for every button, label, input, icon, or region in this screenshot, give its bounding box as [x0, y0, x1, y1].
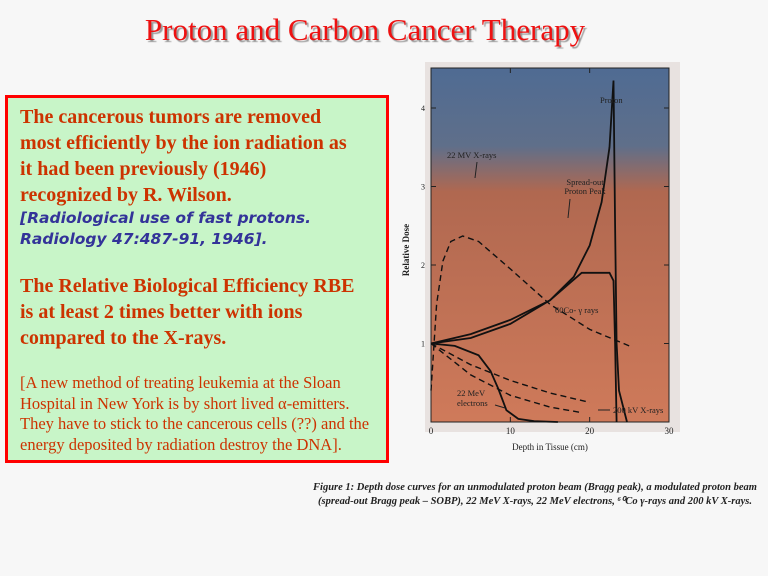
curve-label: Proton — [600, 95, 623, 105]
paragraph-leukemia: [A new method of treating leukemia at th… — [20, 373, 369, 455]
curve-22-mv-x-rays — [430, 235, 630, 391]
reference-citation: [Radiological use of fast protons. Radio… — [20, 208, 311, 250]
x-tick-label: 10 — [506, 426, 515, 436]
pointer-line — [494, 404, 506, 409]
curve-proton — [430, 80, 628, 423]
curve-label: 200 kV X-rays — [613, 405, 663, 415]
plot-area — [430, 67, 670, 423]
x-tick-label: 20 — [585, 426, 595, 436]
y-tick-label: 3 — [421, 183, 425, 192]
text-line: it had been previously (1946) — [20, 158, 267, 180]
depth-dose-chart: 0 10 20 30 1 2 3 4 Proton 22 MV X-rays Spread-out… — [401, 62, 680, 452]
pointer-line — [567, 198, 571, 219]
text-line: is at least 2 times better with ions — [20, 301, 303, 323]
x-tick-label: 30 — [665, 426, 675, 436]
x-tick-label: 0 — [429, 426, 434, 436]
text-line: Hospital in New York is by short lived α… — [20, 393, 350, 413]
curve-label: 60Co- γ rays — [555, 305, 598, 315]
y-tick-label: 4 — [421, 104, 425, 113]
text-line: The cancerous tumors are removed — [20, 106, 322, 128]
text-line: [Radiological use of fast protons. — [20, 209, 312, 227]
text-line: The Relative Biological Efficiency RBE — [20, 275, 355, 297]
caption-line: (spread-out Bragg peak – SOBP), 22 MeV X… — [318, 496, 752, 507]
curve-200-kv-x-rays — [430, 342, 582, 414]
curve-22-mev-electrons — [430, 342, 558, 423]
curve-label: 22 MV X-rays — [447, 150, 496, 160]
y-axis-label: Relative Dose — [401, 224, 411, 276]
y-tick-label: 2 — [421, 261, 425, 270]
slide-title: Proton and Carbon Cancer Therapy — [144, 12, 586, 47]
paragraph-rbe: The Relative Biological Efficiency RBE i… — [20, 273, 354, 351]
curve-label: 22 MeV — [457, 388, 486, 398]
text-line: [A new method of treating leukemia at th… — [20, 373, 341, 392]
text-box: The cancerous tumors are removed most ef… — [5, 95, 389, 463]
curve-label: Proton Peak — [564, 186, 606, 196]
text-line: most efficiently by the ion radiation as — [20, 132, 347, 154]
paragraph-wilson: The cancerous tumors are removed most ef… — [20, 104, 347, 208]
curve-60co-rays — [430, 342, 590, 404]
x-axis-label: Depth in Tissue (cm) — [512, 442, 588, 452]
pointer-line — [474, 161, 478, 179]
text-line: They have to stick to the cancerous cell… — [20, 414, 370, 433]
text-line: energy deposited by radiation destroy th… — [20, 434, 342, 454]
curve-spread-out-proton-peak — [430, 271, 618, 423]
text-line: compared to the X-rays. — [20, 327, 227, 349]
figure-caption: Figure 1: Depth dose curves for an unmod… — [310, 481, 760, 509]
caption-line: Figure 1: Depth dose curves for an unmod… — [313, 482, 757, 493]
y-tick-label: 1 — [421, 340, 425, 349]
text-line: recognized by R. Wilson. — [20, 184, 232, 206]
text-line: Radiology 47:487-91, 1946]. — [20, 230, 268, 248]
curve-label: electrons — [457, 398, 488, 408]
curve-label: Spread-out — [566, 177, 604, 187]
